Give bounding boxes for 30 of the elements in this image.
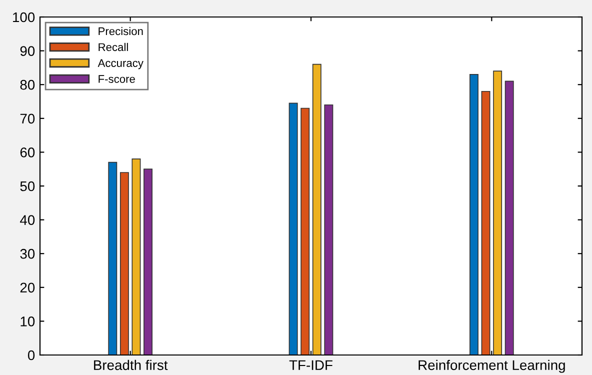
y-tick-label: 40 bbox=[20, 215, 35, 225]
bar bbox=[493, 70, 502, 355]
bar bbox=[470, 74, 478, 355]
y-tick-label: 20 bbox=[20, 282, 35, 293]
x-tick-label: Breadth first bbox=[94, 360, 168, 370]
legend-label: F-score bbox=[98, 75, 135, 83]
y-tick-label: 60 bbox=[20, 148, 35, 158]
bar bbox=[108, 162, 118, 355]
y-tick-label: 90 bbox=[20, 46, 35, 56]
bar bbox=[312, 64, 322, 355]
bar bbox=[324, 104, 334, 355]
bar bbox=[481, 90, 490, 355]
bar bbox=[120, 172, 129, 355]
legend-label: Precision bbox=[98, 27, 143, 36]
bar bbox=[504, 80, 514, 355]
x-tick-label: TF-IDF bbox=[289, 360, 332, 370]
legend-label: Recall bbox=[98, 42, 128, 52]
y-tick-label: 0 bbox=[28, 350, 35, 360]
bar bbox=[144, 168, 152, 355]
y-tick-label: 80 bbox=[20, 80, 35, 90]
y-tick-label: 30 bbox=[20, 248, 35, 259]
legend-label: Accuracy bbox=[98, 59, 144, 70]
bar bbox=[288, 102, 298, 355]
y-tick-label: 100 bbox=[13, 12, 35, 22]
y-tick-label: 70 bbox=[20, 114, 35, 124]
bar bbox=[300, 108, 310, 355]
y-tick-label: 10 bbox=[20, 316, 35, 326]
y-tick-label: 50 bbox=[20, 181, 35, 192]
bar bbox=[132, 158, 141, 355]
x-tick-label: Reinforcement Learning bbox=[418, 360, 565, 373]
